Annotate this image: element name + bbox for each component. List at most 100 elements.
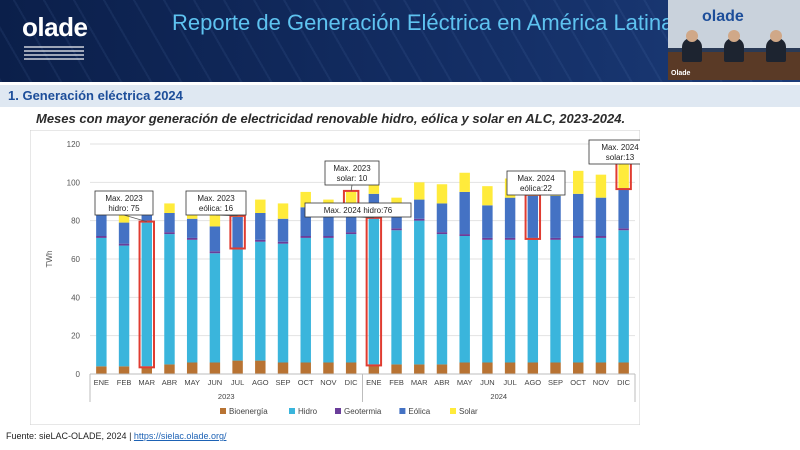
bar-segment-bioenergía (550, 362, 561, 374)
bar-segment-hidro (550, 239, 561, 363)
y-tick-label: 60 (71, 255, 80, 264)
bar-segment-geotermia (255, 239, 266, 242)
source-link[interactable]: https://sielac.olade.org/ (133, 431, 227, 441)
x-tick-label: DIC (345, 378, 359, 387)
bar-segment-hidro (459, 236, 470, 363)
callout-leader (123, 214, 147, 222)
callout-label: Max. 2023 (105, 194, 143, 203)
bar-segment-geotermia (595, 236, 607, 238)
bar-segment-solar (345, 191, 357, 212)
x-tick-label: ABR (162, 378, 178, 387)
presenter-figure (682, 38, 702, 62)
bar-segment-hidro (96, 237, 107, 367)
y-tick-label: 40 (71, 293, 80, 302)
x-tick-label: JUL (231, 378, 244, 387)
legend-swatch-hidro (289, 408, 295, 414)
bar-segment-bioenergía (527, 362, 539, 374)
bar-segment-bioenergía (459, 362, 470, 374)
legend-label: Bioenergía (229, 407, 268, 416)
legend-swatch-bioenergía (220, 408, 226, 414)
bar-segment-hidro (209, 253, 221, 363)
bar-segment-eólica (118, 222, 130, 244)
x-tick-label: JUL (503, 378, 516, 387)
bar-segment-hidro (118, 245, 130, 367)
bar-segment-bioenergía (573, 362, 584, 374)
legend-swatch-geotermia (335, 408, 341, 414)
bar-segment-geotermia (96, 236, 107, 238)
bar-segment-bioenergía (277, 362, 289, 374)
bar-segment-hidro (277, 243, 289, 363)
bar-segment-bioenergía (482, 362, 493, 374)
x-tick-label: NOV (593, 378, 609, 387)
bar-segment-eólica (209, 226, 221, 252)
bar-segment-hidro (323, 237, 334, 363)
callout-label: solar: 10 (337, 174, 368, 183)
bar-segment-eólica (573, 193, 584, 236)
bar-segment-solar (459, 172, 470, 192)
legend-swatch-eólica (399, 408, 406, 414)
bar-segment-eólica (277, 218, 289, 242)
bar-segment-hidro (368, 218, 380, 365)
x-tick-label: SEP (548, 378, 563, 387)
bar-segment-solar (573, 170, 584, 194)
bar-segment-hidro (141, 222, 152, 367)
x-tick-label: MAY (184, 378, 200, 387)
bar-segment-hidro (527, 239, 539, 363)
bar-segment-solar (255, 199, 266, 213)
bar-segment-geotermia (186, 237, 198, 240)
logo-tagline-lines (24, 44, 84, 62)
x-tick-label: SEP (276, 378, 291, 387)
bar-segment-geotermia (459, 234, 470, 236)
bar-segment-solar (368, 182, 380, 194)
callout-leader (350, 184, 353, 191)
bar-segment-bioenergía (300, 362, 311, 374)
bar-segment-solar (164, 203, 175, 213)
presenter-figure (724, 38, 744, 62)
bar-segment-bioenergía (209, 362, 221, 374)
x-tick-label: MAR (411, 378, 428, 387)
bar-segment-eólica (391, 211, 402, 229)
bar-segment-eólica (323, 214, 334, 236)
bar-segment-bioenergía (391, 364, 402, 374)
bar-segment-solar (118, 213, 130, 223)
legend-label: Hidro (298, 407, 318, 416)
bar-segment-hidro (504, 239, 516, 363)
header-pattern (0, 0, 800, 82)
callout-label: solar:13 (606, 153, 635, 162)
bar-segment-geotermia (277, 241, 289, 244)
bar-segment-eólica (186, 218, 198, 238)
legend-label: Geotermia (344, 407, 382, 416)
bar-segment-hidro (595, 237, 607, 363)
bar-segment-eólica (618, 188, 629, 229)
bar-segment-bioenergía (504, 362, 516, 374)
x-tick-label: ENE (94, 378, 109, 387)
bar-segment-bioenergía (436, 364, 448, 374)
bar-segment-solar (618, 163, 629, 189)
bar-segment-bioenergía (141, 366, 152, 374)
presenter-head (770, 30, 782, 42)
presenter-head (728, 30, 740, 42)
bar-segment-hidro (164, 234, 175, 365)
presenter-head (686, 30, 698, 42)
bar-segment-geotermia (300, 236, 311, 238)
bar-segment-eólica (459, 191, 470, 235)
bar-segment-hidro (414, 220, 425, 365)
bar-segment-bioenergía (368, 364, 380, 374)
bar-segment-bioenergía (186, 362, 198, 374)
bar-segment-hidro (618, 230, 629, 363)
bar-segment-geotermia (504, 237, 516, 240)
x-tick-label: MAR (138, 378, 155, 387)
callout-box (94, 190, 154, 216)
highlight-box (365, 216, 383, 367)
x-tick-label: MAY (457, 378, 473, 387)
bar-segment-hidro (186, 239, 198, 363)
year-label: 2023 (218, 392, 235, 401)
webcam-panel[interactable]: olade Olade (668, 0, 800, 80)
bar-segment-eólica (436, 203, 448, 233)
webcam-label: Olade (671, 70, 691, 77)
bar-segment-geotermia (164, 232, 175, 235)
bar-segment-geotermia (573, 236, 584, 238)
y-tick-label: 80 (71, 217, 80, 226)
bar-segment-geotermia (345, 232, 357, 235)
bar-segment-eólica (527, 195, 539, 238)
